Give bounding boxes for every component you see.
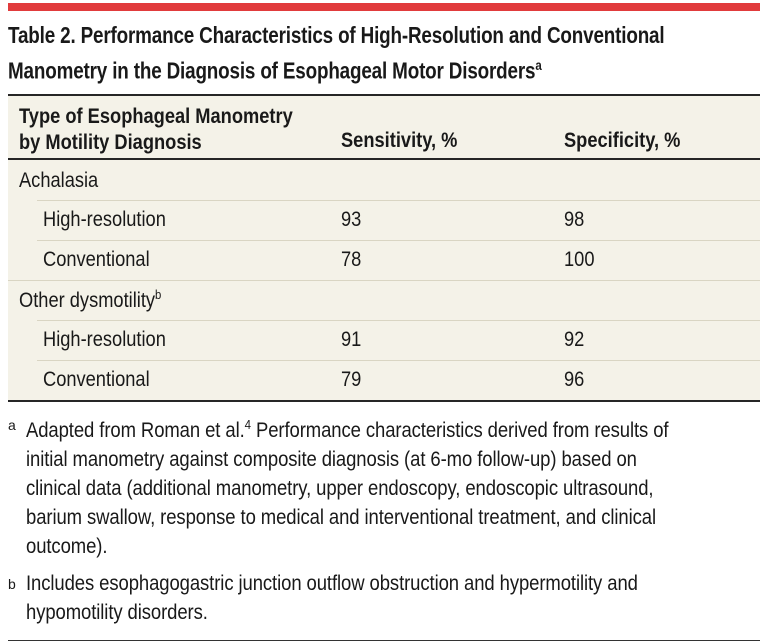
footnote-a-text: Adapted from Roman et al.4 Performance c… [26,416,669,558]
accent-bar [8,3,760,11]
data-table: Type of Esophageal Manometry by Motility… [8,93,760,402]
specificity-value: 98 [564,207,585,231]
header-col-diagnosis: Type of Esophageal Manometry by Motility… [8,96,341,162]
footnote-b-text: Includes esophagogastric junction outflo… [26,571,638,624]
row-label: High-resolution [43,207,166,231]
footnote-a-marker: a [8,416,16,433]
header-col-sensitivity: Sensitivity, % [341,128,458,152]
specificity-value: 100 [564,247,595,271]
header-col-diagnosis-line1: Type of Esophageal Manometry [19,104,293,128]
row-label: Conventional [43,247,150,271]
sensitivity-value: 91 [341,327,362,351]
sensitivity-value: 79 [341,367,362,391]
table-row-achalasia-conventional: Conventional 78 100 [8,239,760,280]
group-label: Other dysmotilityb [19,286,162,312]
row-label: High-resolution [43,327,166,351]
sensitivity-value: 93 [341,207,362,231]
table-title-footnote-marker: a [535,57,542,73]
specificity-value: 92 [564,327,585,351]
table-row-group-achalasia: Achalasia [8,160,760,200]
footnotes: a Adapted from Roman et al.4 Performance… [8,410,760,627]
specificity-value: 96 [564,367,585,391]
footnote-b: b Includes esophagogastric junction outf… [8,569,760,627]
table-row-other-high-resolution: High-resolution 91 92 [8,319,760,360]
row-label: Conventional [43,367,150,391]
sensitivity-value: 78 [341,247,362,271]
table-row-other-conventional: Conventional 79 96 [8,359,760,400]
citation-reference: 4 [244,416,251,432]
header-col-specificity: Specificity, % [564,128,681,152]
header-col-diagnosis-line2: by Motility Diagnosis [19,130,202,154]
group-footnote-marker: b [155,286,162,302]
table-header-row: Type of Esophageal Manometry by Motility… [8,96,760,160]
group-label: Achalasia [19,168,99,192]
table-row-group-other-dysmotility: Other dysmotilityb [8,279,760,320]
footnote-b-marker: b [8,575,16,592]
footnote-a: a Adapted from Roman et al.4 Performance… [8,410,760,561]
table-title-text: Table 2. Performance Characteristics of … [8,22,665,84]
table-title: Table 2. Performance Characteristics of … [8,20,760,86]
bottom-rule [8,639,760,641]
table-row-achalasia-high-resolution: High-resolution 93 98 [8,199,760,240]
